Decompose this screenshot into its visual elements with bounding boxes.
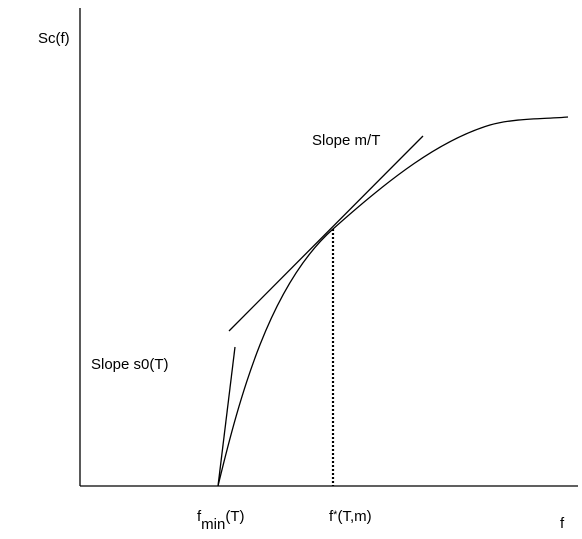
fstar-label-main: f bbox=[329, 508, 334, 525]
fstar-label: f*(T,m) bbox=[329, 509, 372, 524]
fmin-label-arg: (T) bbox=[225, 508, 245, 525]
fstar-label-arg: (T,m) bbox=[337, 508, 372, 525]
fmin-label: fmin(T) bbox=[197, 508, 245, 532]
fstar-label-star: * bbox=[333, 509, 338, 521]
initial-slope-label: Slope s0(T) bbox=[91, 356, 169, 373]
y-axis-label: Sc(f) bbox=[38, 30, 70, 47]
tangent-slope-label: Slope m/T bbox=[312, 132, 381, 149]
fmin-label-main: f bbox=[197, 508, 202, 525]
fmin-label-subscript: min bbox=[201, 516, 226, 533]
x-axis-label: f bbox=[560, 515, 565, 532]
initial-slope-line bbox=[217, 346, 236, 487]
sc-curve bbox=[217, 116, 569, 487]
tangent-slope-m-over-t bbox=[228, 135, 424, 332]
